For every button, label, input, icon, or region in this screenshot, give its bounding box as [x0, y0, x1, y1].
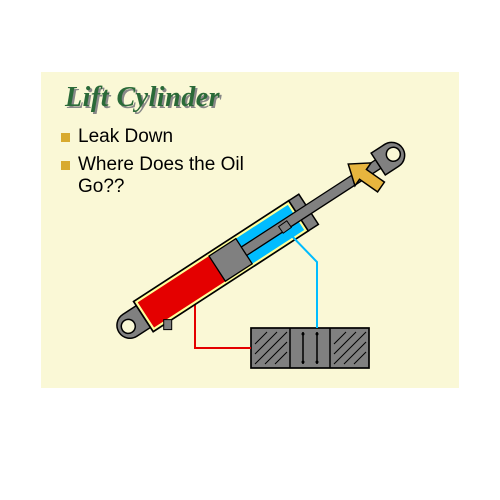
- bullet-marker-icon: [61, 161, 70, 170]
- bullet-item: Leak Down: [61, 126, 251, 148]
- bullet-list: Leak Down Where Does the Oil Go??: [61, 126, 251, 204]
- bullet-text: Where Does the Oil Go??: [78, 154, 251, 198]
- stage: Lift Cylinder Lift Cylinder Leak Down Wh…: [0, 0, 500, 500]
- slide: Lift Cylinder Lift Cylinder Leak Down Wh…: [41, 72, 459, 388]
- bullet-item: Where Does the Oil Go??: [61, 154, 251, 198]
- bullet-marker-icon: [61, 133, 70, 142]
- bullet-text: Leak Down: [78, 126, 173, 148]
- slide-background: [41, 72, 459, 388]
